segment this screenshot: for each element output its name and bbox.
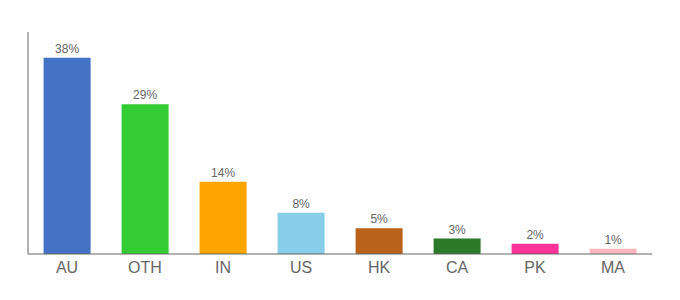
svg-text:3%: 3% xyxy=(448,223,466,237)
svg-text:14%: 14% xyxy=(211,166,235,180)
svg-text:PK: PK xyxy=(524,259,546,276)
svg-text:OTH: OTH xyxy=(128,259,162,276)
svg-text:29%: 29% xyxy=(133,88,157,102)
svg-text:CA: CA xyxy=(446,259,469,276)
svg-text:2%: 2% xyxy=(526,228,544,242)
svg-text:MA: MA xyxy=(601,259,625,276)
svg-text:IN: IN xyxy=(215,259,231,276)
svg-text:HK: HK xyxy=(368,259,391,276)
svg-text:38%: 38% xyxy=(55,42,79,56)
svg-text:1%: 1% xyxy=(604,233,622,247)
svg-text:US: US xyxy=(290,259,312,276)
svg-text:8%: 8% xyxy=(292,197,310,211)
svg-text:AU: AU xyxy=(56,259,78,276)
svg-text:5%: 5% xyxy=(370,212,388,226)
